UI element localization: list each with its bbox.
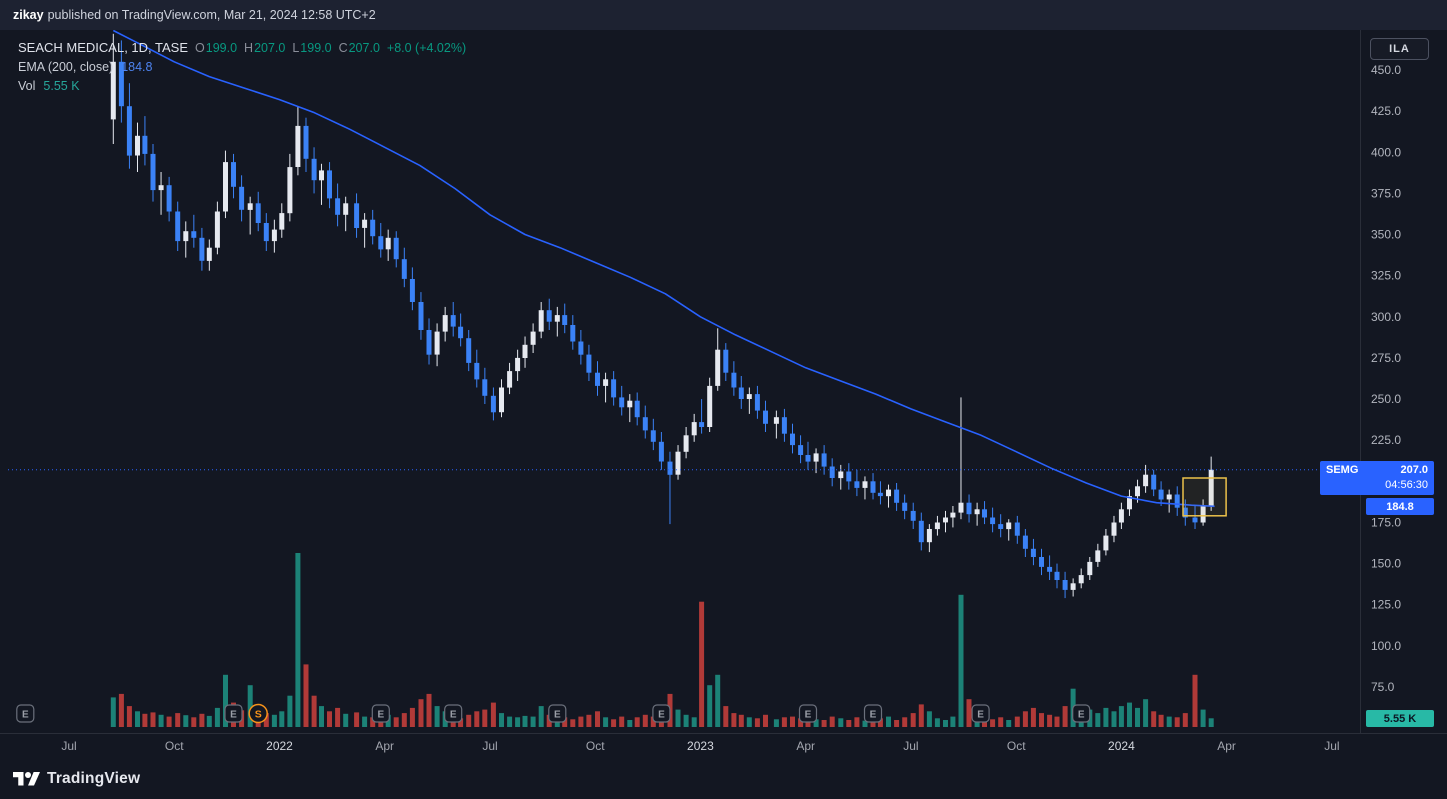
- svg-text:Oct: Oct: [165, 739, 184, 753]
- tradingview-brand-text: TradingView: [47, 770, 141, 787]
- price-axis[interactable]: 450.0 425.0 400.0 375.0 350.0 325.0 300.0 275.0…: [1371, 63, 1401, 694]
- publish-info: published on TradingView.com, Mar 21, 20…: [47, 8, 376, 22]
- price-badge-value: 207.0: [1400, 464, 1428, 476]
- svg-text:400.0: 400.0: [1371, 145, 1401, 159]
- svg-text:100.0: 100.0: [1371, 639, 1401, 653]
- svg-text:2022: 2022: [266, 739, 293, 753]
- volume-value-badge: 5.55 K: [1366, 710, 1434, 727]
- exchange-flag-label: ILA: [1389, 43, 1410, 55]
- close-value: 207.0: [348, 41, 380, 55]
- ema-label[interactable]: EMA (200, close): [18, 60, 114, 74]
- svg-text:75.0: 75.0: [1371, 680, 1395, 694]
- volume-legend-row[interactable]: Vol 5.55 K: [18, 76, 466, 95]
- svg-text:125.0: 125.0: [1371, 598, 1401, 612]
- svg-text:E: E: [870, 710, 877, 721]
- svg-text:Apr: Apr: [1217, 739, 1236, 753]
- close-label: C: [338, 41, 348, 55]
- svg-text:E: E: [805, 710, 812, 721]
- svg-text:E: E: [377, 710, 384, 721]
- svg-text:300.0: 300.0: [1371, 310, 1401, 324]
- time-axis[interactable]: Jul Oct 2022 Apr Jul Oct 2023 Apr Jul Oct 2024 Apr J…: [61, 739, 1339, 753]
- earnings-marker[interactable]: E: [444, 704, 463, 723]
- high-value: 207.0: [254, 41, 286, 55]
- volume-value: 5.55 K: [43, 79, 80, 93]
- svg-text:E: E: [450, 710, 457, 721]
- earnings-marker[interactable]: E: [548, 704, 567, 723]
- svg-text:Oct: Oct: [586, 739, 605, 753]
- svg-text:Jul: Jul: [61, 739, 76, 753]
- symbol-title[interactable]: SEACH MEDICAL, 1D, TASE: [18, 40, 189, 55]
- svg-text:Oct: Oct: [1007, 739, 1026, 753]
- last-price-badge: SEMG 207.0 04:56:30: [1320, 461, 1434, 495]
- split-marker[interactable]: S: [248, 703, 268, 724]
- svg-text:350.0: 350.0: [1371, 228, 1401, 242]
- symbol-legend-row[interactable]: SEACH MEDICAL, 1D, TASE O199.0 H207.0 L199.…: [18, 38, 466, 57]
- earnings-marker[interactable]: E: [224, 704, 243, 723]
- volume-label[interactable]: Vol: [18, 79, 36, 93]
- svg-text:425.0: 425.0: [1371, 104, 1401, 118]
- svg-text:E: E: [977, 710, 984, 721]
- tradingview-logo-icon: [13, 771, 40, 785]
- tradingview-logo[interactable]: TradingView: [13, 766, 140, 792]
- earnings-marker[interactable]: E: [371, 704, 390, 723]
- low-label: L: [292, 41, 300, 55]
- ema-value: 184.8: [121, 60, 153, 74]
- earnings-marker[interactable]: E: [971, 704, 990, 723]
- svg-text:Apr: Apr: [375, 739, 394, 753]
- svg-text:E: E: [230, 710, 237, 721]
- change-value: +8.0 (+4.02%): [386, 41, 467, 55]
- svg-text:Jul: Jul: [1324, 739, 1339, 753]
- open-value: 199.0: [205, 41, 238, 55]
- earnings-marker[interactable]: E: [1072, 704, 1091, 723]
- chart-legend: SEACH MEDICAL, 1D, TASE O199.0 H207.0 L199.…: [18, 38, 466, 95]
- publisher-name[interactable]: zikay: [13, 8, 44, 22]
- svg-text:150.0: 150.0: [1371, 557, 1401, 571]
- svg-text:E: E: [1078, 710, 1085, 721]
- highlight-box[interactable]: [1182, 477, 1227, 517]
- svg-text:Apr: Apr: [796, 739, 815, 753]
- svg-text:250.0: 250.0: [1371, 392, 1401, 406]
- svg-text:375.0: 375.0: [1371, 186, 1401, 200]
- earnings-marker[interactable]: E: [798, 704, 818, 723]
- svg-text:225.0: 225.0: [1371, 433, 1401, 447]
- price-badge-symbol: SEMG: [1326, 464, 1359, 476]
- svg-text:2023: 2023: [687, 739, 714, 753]
- high-label: H: [244, 41, 254, 55]
- svg-text:2024: 2024: [1108, 739, 1135, 753]
- candlestick-series: [110, 33, 1214, 599]
- publish-bar: zikay published on TradingView.com, Mar …: [0, 0, 1447, 30]
- svg-text:Jul: Jul: [903, 739, 918, 753]
- svg-text:175.0: 175.0: [1371, 516, 1401, 530]
- ema-line[interactable]: [112, 29, 1215, 508]
- earnings-marker[interactable]: E: [863, 704, 883, 723]
- ema-legend-row[interactable]: EMA (200, close) 184.8: [18, 57, 466, 76]
- earnings-marker[interactable]: E: [16, 704, 35, 723]
- svg-text:Jul: Jul: [482, 739, 497, 753]
- exchange-flag-badge: ILA: [1370, 38, 1429, 60]
- svg-text:325.0: 325.0: [1371, 269, 1401, 283]
- svg-text:450.0: 450.0: [1371, 63, 1401, 77]
- svg-text:S: S: [255, 709, 262, 721]
- ema-price-badge: 184.8: [1366, 498, 1434, 515]
- svg-text:275.0: 275.0: [1371, 351, 1401, 365]
- svg-text:E: E: [22, 710, 29, 721]
- open-label: O: [195, 41, 205, 55]
- bar-countdown: 04:56:30: [1385, 479, 1428, 491]
- svg-text:E: E: [554, 710, 561, 721]
- svg-text:E: E: [658, 710, 665, 721]
- low-value: 199.0: [300, 41, 332, 55]
- earnings-marker[interactable]: E: [652, 704, 671, 723]
- volume-series: [110, 553, 1214, 727]
